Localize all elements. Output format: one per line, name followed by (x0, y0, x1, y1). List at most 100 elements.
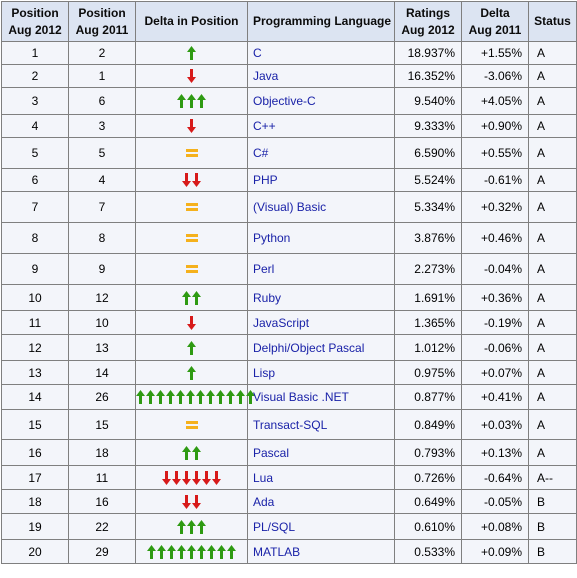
ranking-table: Position Aug 2012 Position Aug 2011 Delt… (1, 1, 577, 564)
rating-cell: 6.590% (394, 137, 462, 169)
arrow-up-icon (187, 544, 196, 559)
language-link[interactable]: Transact-SQL (247, 409, 395, 440)
arrow-down-icon (192, 470, 201, 485)
header-position-2012: Position Aug 2012 (1, 1, 69, 42)
delta-rating-cell: +0.07% (461, 360, 529, 385)
arrow-up-icon (136, 390, 145, 405)
position-2011-cell: 29 (68, 539, 136, 564)
rating-cell: 16.352% (394, 64, 462, 88)
delta-arrows (185, 231, 198, 245)
status-cell: A (528, 334, 577, 361)
table-row: 1 2 C 18.937% +1.55% A (1, 41, 577, 65)
delta-position-cell (135, 191, 248, 223)
arrow-up-icon (187, 340, 196, 355)
delta-rating-cell: +0.03% (461, 409, 529, 440)
language-link[interactable]: Java (247, 64, 395, 88)
delta-rating-cell: +1.55% (461, 41, 529, 65)
language-link[interactable]: Perl (247, 253, 395, 285)
rating-cell: 0.877% (394, 384, 462, 410)
rating-cell: 0.649% (394, 489, 462, 514)
delta-rating-cell: -0.64% (461, 465, 529, 490)
rating-cell: 0.975% (394, 360, 462, 385)
language-link[interactable]: C++ (247, 114, 395, 138)
language-link[interactable]: Python (247, 222, 395, 254)
language-link[interactable]: Ruby (247, 284, 395, 311)
table-row: 5 5 C# 6.590% +0.55% A (1, 137, 577, 169)
delta-position-cell (135, 489, 248, 514)
language-link[interactable]: Objective-C (247, 87, 395, 115)
delta-position-cell (135, 310, 248, 335)
arrow-up-icon (167, 544, 176, 559)
status-cell: A (528, 384, 577, 410)
table-row: 15 15 Transact-SQL 0.849% +0.03% A (1, 409, 577, 440)
language-link[interactable]: MATLAB (247, 539, 395, 564)
position-2011-cell: 22 (68, 513, 136, 540)
position-2012-cell: 3 (1, 87, 69, 115)
language-link[interactable]: (Visual) Basic (247, 191, 395, 223)
delta-arrows (182, 173, 201, 188)
rating-cell: 9.540% (394, 87, 462, 115)
delta-arrows (185, 262, 198, 276)
table-row: 10 12 Ruby 1.691% +0.36% A (1, 284, 577, 311)
language-link[interactable]: Delphi/Object Pascal (247, 334, 395, 361)
delta-rating-cell: -3.06% (461, 64, 529, 88)
delta-arrows (187, 340, 196, 355)
position-2011-cell: 12 (68, 284, 136, 311)
arrow-up-icon (216, 390, 225, 405)
table-row: 2 1 Java 16.352% -3.06% A (1, 64, 577, 88)
rating-cell: 5.524% (394, 168, 462, 192)
language-link[interactable]: Pascal (247, 439, 395, 466)
status-cell: A (528, 222, 577, 254)
equal-icon (185, 418, 198, 432)
delta-rating-cell: +0.46% (461, 222, 529, 254)
language-link[interactable]: C (247, 41, 395, 65)
status-cell: A (528, 41, 577, 65)
language-link[interactable]: PHP (247, 168, 395, 192)
language-link[interactable]: C# (247, 137, 395, 169)
arrow-up-icon (196, 390, 205, 405)
position-2012-cell: 8 (1, 222, 69, 254)
status-cell: A (528, 87, 577, 115)
table-row: 19 22 PL/SQL 0.610% +0.08% B (1, 513, 577, 540)
arrow-up-icon (197, 519, 206, 534)
position-2012-cell: 19 (1, 513, 69, 540)
language-link[interactable]: Ada (247, 489, 395, 514)
delta-arrows (162, 470, 221, 485)
arrow-down-icon (187, 119, 196, 134)
delta-rating-cell: -0.61% (461, 168, 529, 192)
language-link[interactable]: JavaScript (247, 310, 395, 335)
arrow-down-icon (192, 494, 201, 509)
arrow-down-icon (202, 470, 211, 485)
arrow-down-icon (192, 173, 201, 188)
table-row: 3 6 Objective-C 9.540% +4.05% A (1, 87, 577, 115)
arrow-up-icon (186, 390, 195, 405)
status-cell: A (528, 191, 577, 223)
arrow-down-icon (212, 470, 221, 485)
delta-position-cell (135, 465, 248, 490)
position-2012-cell: 5 (1, 137, 69, 169)
position-2012-cell: 14 (1, 384, 69, 410)
delta-position-cell (135, 222, 248, 254)
arrow-up-icon (207, 544, 216, 559)
position-2011-cell: 11 (68, 465, 136, 490)
status-cell: B (528, 489, 577, 514)
position-2012-cell: 11 (1, 310, 69, 335)
delta-arrows (147, 544, 236, 559)
table-row: 11 10 JavaScript 1.365% -0.19% A (1, 310, 577, 335)
delta-position-cell (135, 87, 248, 115)
language-link[interactable]: PL/SQL (247, 513, 395, 540)
delta-position-cell (135, 137, 248, 169)
status-cell: B (528, 513, 577, 540)
delta-rating-cell: -0.05% (461, 489, 529, 514)
position-2012-cell: 20 (1, 539, 69, 564)
language-link[interactable]: Lua (247, 465, 395, 490)
arrow-up-icon (227, 544, 236, 559)
language-link[interactable]: Lisp (247, 360, 395, 385)
equal-icon (185, 146, 198, 160)
language-link[interactable]: Visual Basic .NET (247, 384, 395, 410)
delta-position-cell (135, 409, 248, 440)
position-2011-cell: 9 (68, 253, 136, 285)
delta-arrows (185, 418, 198, 432)
position-2012-cell: 15 (1, 409, 69, 440)
delta-arrows (187, 365, 196, 380)
